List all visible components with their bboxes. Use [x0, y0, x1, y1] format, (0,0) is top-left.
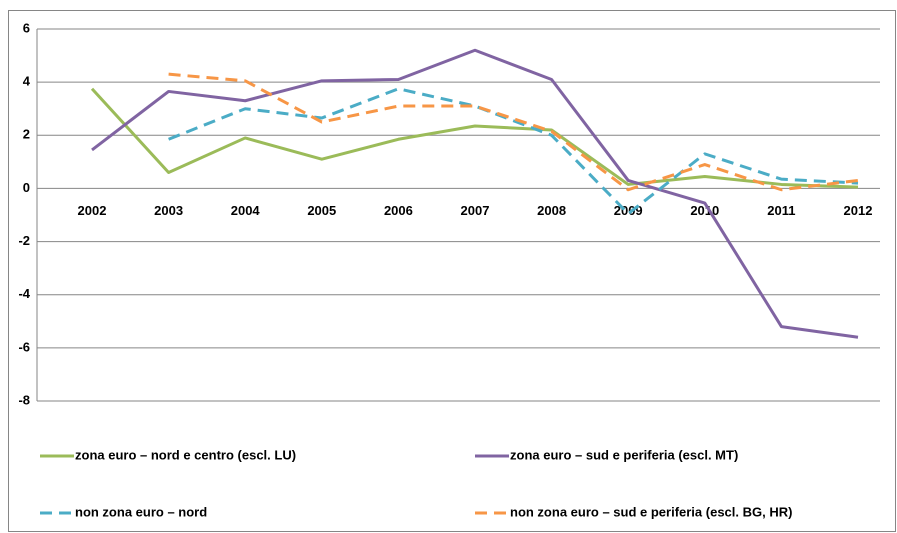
series-line — [168, 72, 859, 192]
legend-label: zona euro – nord e centro (escl. LU) — [75, 447, 296, 462]
chart-frame — [8, 10, 896, 532]
x-tick-label: 2004 — [231, 203, 261, 218]
x-tick-label: 2002 — [78, 203, 107, 218]
y-tick-label: -2 — [18, 233, 30, 248]
y-tick-label: 6 — [23, 20, 30, 35]
y-tick-label: -4 — [18, 286, 30, 301]
series-line — [91, 48, 859, 339]
y-tick-label: 0 — [23, 180, 30, 195]
x-tick-label: 2008 — [537, 203, 566, 218]
y-tick-label: 4 — [23, 74, 31, 89]
y-tick-label: -6 — [18, 339, 30, 354]
x-tick-label: 2003 — [154, 203, 183, 218]
y-tick-label: 2 — [23, 127, 30, 142]
series-line — [168, 87, 859, 216]
x-tick-label: 2006 — [384, 203, 413, 218]
x-tick-label: 2011 — [767, 203, 795, 218]
x-tick-label: 2005 — [307, 203, 336, 218]
legend-label: non zona euro – nord — [75, 504, 207, 519]
y-tick-label: -8 — [18, 392, 30, 407]
series-line — [90, 87, 859, 189]
legend-label: non zona euro – sud e periferia (escl. B… — [510, 504, 792, 519]
x-tick-label: 2007 — [461, 203, 490, 218]
legend-label: zona euro – sud e periferia (escl. MT) — [510, 447, 738, 462]
x-tick-label: 2012 — [844, 203, 873, 218]
